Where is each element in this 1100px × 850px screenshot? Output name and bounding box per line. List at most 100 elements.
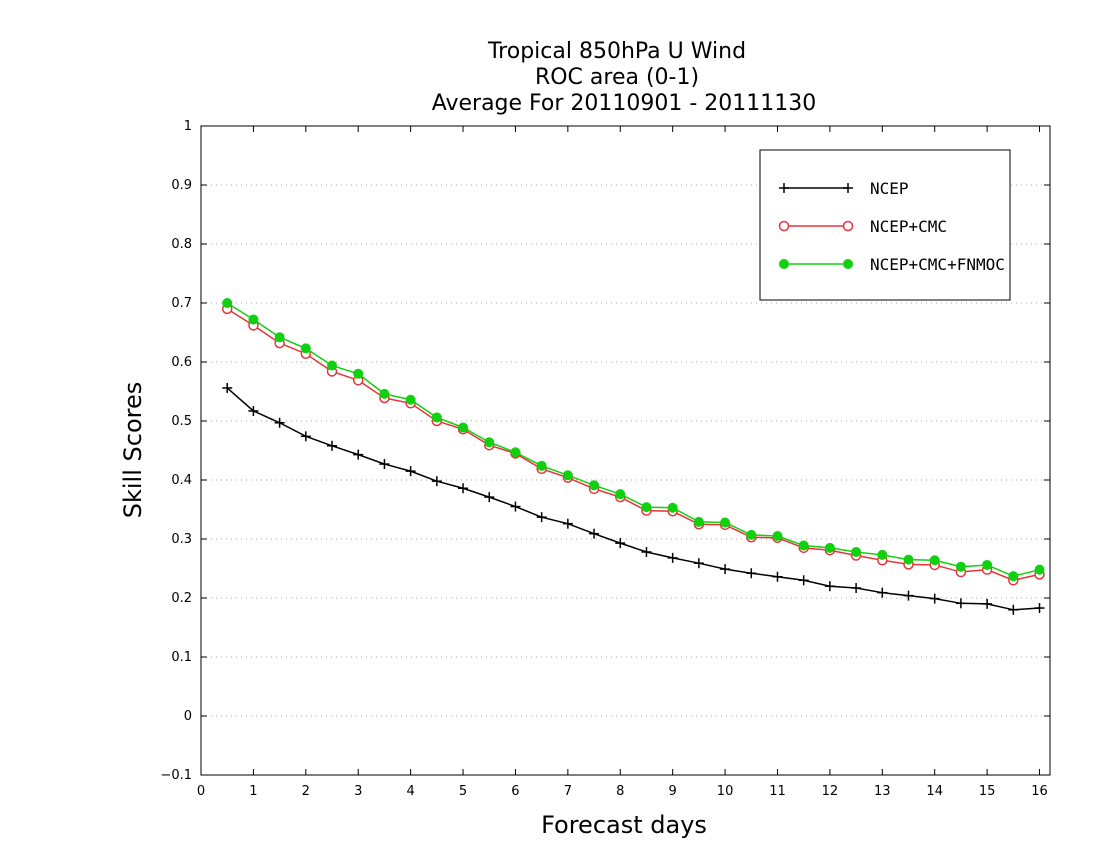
data-point: [667, 502, 678, 513]
data-point: [300, 343, 311, 354]
data-point: [1008, 604, 1019, 615]
data-point: [222, 382, 233, 393]
data-point: [1034, 603, 1045, 614]
x-tick-label: 11: [769, 784, 786, 799]
series-group: [221, 298, 1045, 615]
data-point: [327, 440, 338, 451]
legend-label: NCEP: [870, 179, 909, 198]
data-point: [405, 394, 416, 405]
data-point: [274, 417, 285, 428]
chart-title-line-3: Average For 20110901 - 20111130: [432, 91, 817, 116]
x-tick-label: 7: [564, 784, 572, 799]
plot-frame: [200, 125, 1051, 776]
legend-marker: [843, 183, 853, 193]
data-point: [379, 388, 390, 399]
legend-entry: NCEP: [779, 179, 909, 198]
legend: NCEP NCEP+CMC NCEP+CMC+FNMOC: [759, 149, 1011, 301]
data-point: [929, 593, 940, 604]
data-point: [982, 598, 993, 609]
data-point: [300, 431, 311, 442]
data-point: [955, 561, 966, 572]
data-point: [562, 518, 573, 529]
data-point: [536, 460, 547, 471]
data-point: [929, 555, 940, 566]
data-point: [798, 540, 809, 551]
data-point: [1008, 571, 1019, 582]
data-point: [379, 459, 390, 470]
legend-box: [759, 149, 1011, 301]
data-point: [248, 314, 259, 325]
x-tick-label: 3: [354, 784, 362, 799]
y-tick-label: 0.6: [171, 355, 192, 370]
data-point: [615, 538, 626, 549]
chart-title-line-2: ROC area (0-1): [535, 65, 699, 90]
data-point: [484, 437, 495, 448]
x-tick-label: 1: [249, 784, 257, 799]
data-point: [615, 489, 626, 500]
data-point: [589, 480, 600, 491]
x-tick-label: 4: [406, 784, 414, 799]
x-tick-label: 0: [197, 784, 205, 799]
legend-label: NCEP+CMC: [870, 217, 947, 236]
y-tick-label: 0.9: [171, 178, 192, 193]
data-point: [798, 575, 809, 586]
x-tick-label: 9: [669, 784, 677, 799]
data-point: [1034, 564, 1045, 575]
y-axis-label: Skill Scores: [119, 382, 147, 519]
legend-entry: NCEP+CMC+FNMOC: [779, 255, 1005, 274]
data-point: [982, 559, 993, 570]
data-point: [824, 542, 835, 553]
legend-marker: [779, 259, 789, 269]
data-point: [431, 412, 442, 423]
series-line: [226, 387, 1040, 611]
x-tick-label: 14: [926, 784, 943, 799]
y-tick-label: 0.4: [171, 473, 192, 488]
data-point: [720, 564, 731, 575]
series-ncep: [222, 382, 1045, 615]
x-tick-label: 2: [302, 784, 310, 799]
data-point: [248, 405, 259, 416]
chart-title-line-1: Tropical 850hPa U Wind: [487, 39, 746, 64]
x-tick-label: 13: [874, 784, 891, 799]
data-point: [405, 466, 416, 477]
x-tick-label: 16: [1031, 784, 1048, 799]
series-ncep-cmc-fnmoc: [222, 298, 1045, 582]
data-point: [589, 528, 600, 539]
data-point: [431, 476, 442, 487]
y-tick-label: 0.1: [171, 650, 192, 665]
data-point: [484, 492, 495, 503]
legend-entry: NCEP+CMC: [778, 217, 947, 236]
data-point: [746, 529, 757, 540]
data-point: [510, 447, 521, 458]
data-point: [353, 368, 364, 379]
data-point: [851, 582, 862, 593]
data-point: [746, 568, 757, 579]
legend-marker: [778, 220, 790, 232]
data-point: [458, 483, 469, 494]
x-tick-label: 5: [459, 784, 467, 799]
legend-marker: [779, 183, 789, 193]
y-tick-label: 0.8: [171, 237, 192, 252]
data-point: [667, 552, 678, 563]
data-point: [851, 546, 862, 557]
y-tick-label: −0.1: [160, 768, 192, 783]
data-point: [720, 517, 731, 528]
y-tick-label: 0.5: [171, 414, 192, 429]
legend-label: NCEP+CMC+FNMOC: [870, 255, 1005, 274]
y-tick-label: 0.7: [171, 296, 192, 311]
data-point: [353, 449, 364, 460]
data-point: [772, 531, 783, 542]
data-point: [641, 546, 652, 557]
x-tick-label: 10: [717, 784, 734, 799]
legend-marker: [842, 220, 854, 232]
x-tick-label: 15: [979, 784, 996, 799]
x-tick-label: 12: [822, 784, 839, 799]
series-ncep-cmc: [221, 303, 1045, 586]
data-point: [562, 470, 573, 481]
x-tick-label: 6: [511, 784, 519, 799]
y-tick-label: 0.3: [171, 532, 192, 547]
data-point: [903, 590, 914, 601]
data-point: [903, 554, 914, 565]
